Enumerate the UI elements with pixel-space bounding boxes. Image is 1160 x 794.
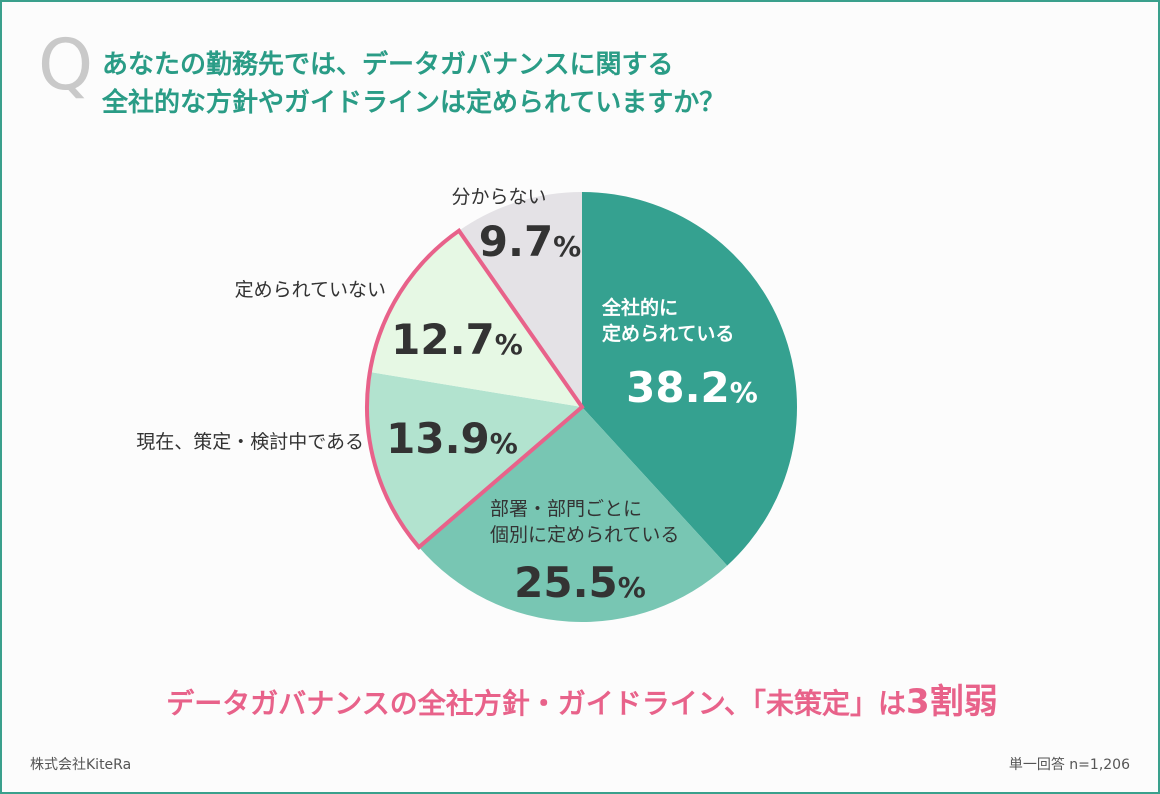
company-name: 株式会社KiteRa — [30, 757, 132, 773]
slice-value-1: 38.2% — [626, 363, 758, 412]
headline-main: データガバナンスの全社方針・ガイドライン、「未策定」は — [166, 687, 907, 720]
slice-label-1: 全社的に定められている — [601, 296, 734, 345]
question-line-1: あなたの勤務先では、データガバナンスに関する — [102, 50, 674, 80]
question-text: あなたの勤務先では、データガバナンスに関する 全社的な方針やガイドラインは定めら… — [102, 46, 725, 122]
slice-value-2: 25.5% — [514, 558, 646, 607]
question-line-2: 全社的な方針やガイドラインは定められていますか？ — [102, 88, 726, 118]
pie-slice-4 — [369, 230, 582, 407]
question-q-mark: Q — [38, 24, 94, 106]
slice-value-3: 13.9% — [386, 414, 518, 463]
pie-slice-2 — [418, 407, 728, 623]
slice-label-4: 定められていない — [235, 279, 386, 301]
headline-emphasis: 3割弱 — [906, 682, 998, 722]
slice-label-5: 分からない — [451, 186, 546, 208]
pie-chart: 全社的に定められている 38.2% 部署・部門ごとに個別に定められている 25.5% 現… — [136, 186, 798, 623]
highlight-outline — [365, 227, 585, 550]
pie-slice-3 — [366, 372, 582, 548]
headline: データガバナンスの全社方針・ガイドライン、「未策定」は3割弱 — [2, 674, 1160, 723]
pie-slice-1 — [582, 192, 798, 566]
slice-value-5: 9.7% — [479, 217, 581, 266]
slice-label-2: 部署・部門ごとに個別に定められている — [490, 498, 679, 546]
pie-slice-5 — [458, 192, 582, 407]
sample-note: 単一回答 n=1,206 — [1008, 757, 1130, 773]
slice-value-4: 12.7% — [391, 315, 523, 364]
slice-label-3: 現在、策定・検討中である — [136, 431, 364, 453]
